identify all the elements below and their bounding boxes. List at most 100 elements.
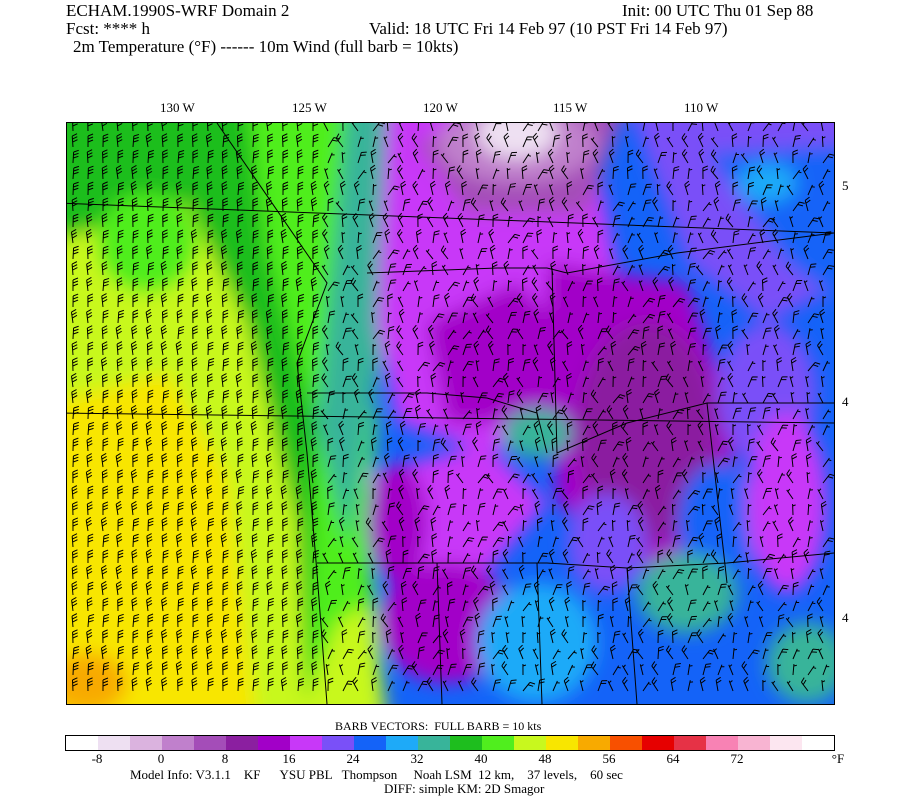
wind-barb [821,680,826,692]
wind-barb [132,485,139,500]
wind-barb [447,200,455,212]
wind-barb [222,389,230,404]
wind-barb [777,648,789,660]
wind-barb [431,533,438,548]
wind-barb [474,612,481,628]
wind-barb [597,200,604,212]
wind-barb [803,548,810,564]
wind-barb [582,599,587,612]
wind-barb [100,645,108,660]
wind-barb [717,279,722,292]
wind-barb [312,165,319,180]
wind-barb [311,661,318,676]
wind-barb [807,613,813,628]
wind-barb [417,535,421,548]
wind-barb [774,488,779,500]
wind-barb [596,277,603,292]
wind-barb [371,568,376,580]
wind-barb [382,360,389,372]
wind-barb [684,392,689,404]
wind-barb [115,564,122,580]
wind-barb [687,247,697,260]
wind-barb [190,500,198,516]
wind-barb [728,504,734,516]
wind-barb [342,312,349,324]
wind-barb [807,665,817,676]
wind-barb [146,501,153,516]
wind-barb [460,228,467,244]
wind-barb [636,232,644,244]
wind-barb [385,420,392,436]
wind-barb [492,549,499,564]
wind-barb [805,408,810,420]
wind-barb [792,663,797,676]
wind-barb [432,294,440,308]
wind-barb [787,516,794,532]
wind-barb [327,473,337,484]
wind-barb [756,600,764,612]
wind-barb [71,373,78,388]
wind-barb [412,148,419,164]
wind-barb [327,281,340,292]
colorbar-tick-label: 64 [666,751,680,766]
wind-barb [367,644,374,660]
colorbar-tick-label: 16 [282,751,296,766]
wind-barb [131,197,138,212]
wind-barb [534,500,541,516]
wind-barb [237,613,243,628]
wind-barb [672,534,681,548]
wind-barb [657,549,664,564]
wind-barb [762,632,773,644]
wind-barb [145,420,153,436]
wind-barb [547,148,554,164]
wind-barb [267,405,275,420]
wind-barb [177,677,183,692]
colorbar-tick-label: 24 [346,751,360,766]
wind-barb [710,549,719,564]
wind-barb [431,549,438,564]
wind-barb [132,293,139,308]
wind-barb [537,569,546,580]
wind-barb [236,581,243,596]
wind-barb [296,549,303,564]
wind-barb [252,277,260,292]
wind-barb [477,502,486,516]
wind-barb [176,645,183,660]
wind-barb [402,198,411,212]
colorbar-swatch [322,736,354,750]
wind-barb [102,661,110,676]
wind-barb [402,263,412,276]
wind-barb [762,664,770,676]
wind-barb [747,585,756,596]
wind-barb [473,340,480,356]
wind-barb [626,519,631,532]
wind-barb [145,436,153,452]
wind-barb [338,516,345,532]
wind-barb [222,581,229,596]
wind-barb [327,502,335,516]
wind-barb [357,151,367,164]
wind-barb [281,645,288,660]
wind-barb [282,181,289,196]
wind-barb [87,613,95,628]
wind-barb [747,456,758,468]
wind-barb [221,293,228,308]
wind-barb [732,392,738,404]
wind-barb [235,420,243,436]
wind-barb [131,165,138,180]
wind-barb [338,552,344,564]
wind-barb [657,645,664,660]
wind-barb [222,277,230,292]
wind-barb [205,132,213,148]
wind-barb [417,361,430,372]
wind-barb [102,133,109,148]
wind-barb [101,325,108,340]
wind-barb [657,265,671,276]
wind-barb [637,516,644,532]
wind-barb [681,133,689,148]
wind-barb [87,293,94,308]
wind-barb [281,501,288,516]
wind-barb [351,373,359,388]
wind-barb [147,485,154,500]
wind-barb [266,181,273,196]
